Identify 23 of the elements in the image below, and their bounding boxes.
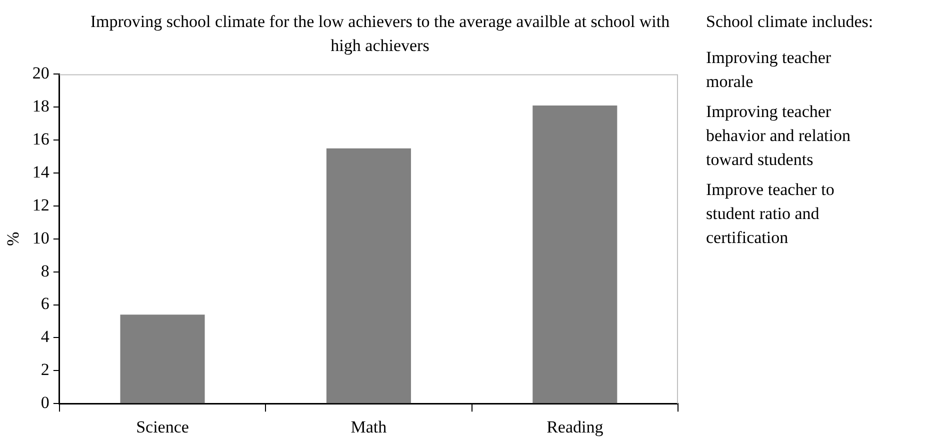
y-tick-label: 14	[32, 162, 50, 182]
bar	[532, 105, 618, 404]
bar	[326, 148, 411, 404]
text: School climate includes:	[706, 11, 874, 33]
y-tick-label: 16	[32, 130, 50, 149]
y-tick-label: 20	[32, 64, 50, 83]
y-tick-label: 18	[32, 96, 50, 116]
y-tick-label: 0	[40, 393, 50, 412]
y-tick-label: 4	[40, 327, 50, 346]
x-tick-label: Reading	[546, 417, 604, 436]
chart-title: Improving school climate for the low achievers to the average availble at school with high achievers	[90, 11, 670, 57]
bar	[120, 314, 205, 404]
y-tick-label: 12	[32, 195, 50, 214]
y-tick-label: 8	[40, 261, 50, 280]
x-tick-label: Science	[136, 417, 189, 436]
text: Improving teacher morale	[706, 47, 832, 93]
y-axis-title: %	[4, 232, 23, 246]
text: Improve teacher to student ratio and certification	[706, 179, 836, 249]
y-tick-label: 2	[40, 360, 50, 380]
x-tick-label: Math	[350, 417, 388, 436]
text: Improving teacher behavior and relation toward students	[706, 101, 852, 171]
y-tick-label: 6	[40, 294, 50, 314]
y-tick-label: 10	[32, 228, 50, 248]
